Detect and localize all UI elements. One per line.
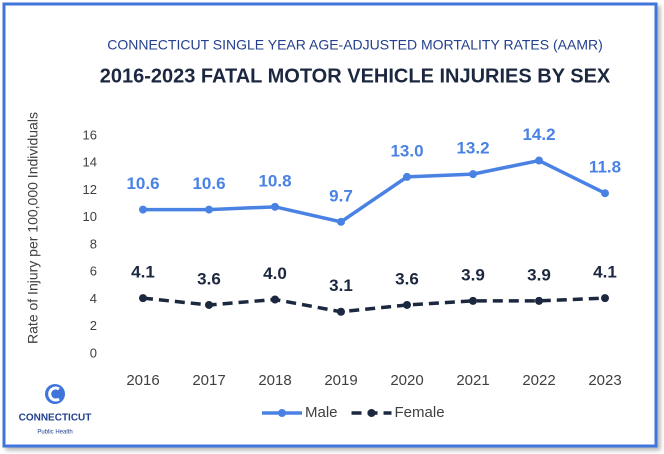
data-label: 11.8 xyxy=(589,158,621,177)
point xyxy=(601,294,609,303)
data-label: 3.9 xyxy=(461,265,485,284)
point xyxy=(337,307,345,316)
y-tick-label: 2 xyxy=(90,318,97,333)
chart-title: 2016-2023 FATAL MOTOR VEHICLE INJURIES B… xyxy=(100,65,611,87)
series-line xyxy=(142,296,606,314)
data-label: 3.9 xyxy=(527,265,551,284)
x-tick-label: 2021 xyxy=(456,372,489,389)
x-tick-label: 2020 xyxy=(390,372,423,389)
data-label: 10.6 xyxy=(192,174,225,193)
point xyxy=(271,202,279,211)
logo-c xyxy=(48,386,60,402)
y-axis-label: Rate of Injury per 100,000 Individuals xyxy=(25,112,41,344)
y-tick-label: 14 xyxy=(83,155,97,170)
data-label: 4.0 xyxy=(263,264,287,283)
y-tick-label: 8 xyxy=(90,236,97,251)
frame xyxy=(2,2,658,448)
data-label: 10.6 xyxy=(126,174,159,193)
data-label: 3.6 xyxy=(197,269,221,288)
data-label: 14.2 xyxy=(522,125,555,144)
x-tick-label: 2022 xyxy=(522,372,555,389)
point xyxy=(139,205,147,214)
point xyxy=(139,294,147,303)
point xyxy=(469,170,477,179)
point xyxy=(403,172,411,181)
legend-marker xyxy=(278,409,286,417)
point xyxy=(337,217,345,226)
point xyxy=(469,296,477,305)
point xyxy=(205,205,213,214)
data-label: 4.1 xyxy=(593,263,617,282)
point xyxy=(535,296,543,305)
chart-subtitle: CONNECTICUT SINGLE YEAR AGE-ADJUSTED MOR… xyxy=(107,37,603,53)
x-tick-label: 2023 xyxy=(588,372,621,389)
point xyxy=(205,300,213,309)
series-line xyxy=(143,158,606,224)
logo-subtext: Public Health xyxy=(37,430,72,436)
data-label: 9.7 xyxy=(329,186,353,205)
data-label: 13.2 xyxy=(456,139,489,158)
y-tick-label: 4 xyxy=(90,291,97,306)
point xyxy=(403,300,411,309)
y-tick-label: 10 xyxy=(83,209,97,224)
logo-icon xyxy=(45,384,65,404)
data-label: 13.0 xyxy=(390,141,423,160)
data-label: 10.8 xyxy=(258,171,291,190)
logo-text: CONNECTICUT xyxy=(19,413,92,424)
y-tick-label: 6 xyxy=(90,264,97,279)
y-tick-label: 0 xyxy=(90,345,97,360)
x-tick-label: 2016 xyxy=(126,372,159,389)
legend-marker xyxy=(367,409,376,417)
point xyxy=(535,156,543,165)
data-label: 3.1 xyxy=(329,276,353,295)
y-tick-label: 16 xyxy=(83,127,97,142)
point xyxy=(601,189,609,198)
x-tick-label: 2017 xyxy=(192,372,225,389)
data-label: 4.1 xyxy=(131,263,155,282)
y-tick-label: 12 xyxy=(83,182,97,197)
x-tick-label: 2019 xyxy=(324,372,357,389)
legend-label: Female xyxy=(395,404,445,421)
legend-label: Male xyxy=(305,404,338,421)
point xyxy=(271,295,279,304)
x-tick-label: 2018 xyxy=(258,372,291,389)
data-label: 3.6 xyxy=(395,269,419,288)
